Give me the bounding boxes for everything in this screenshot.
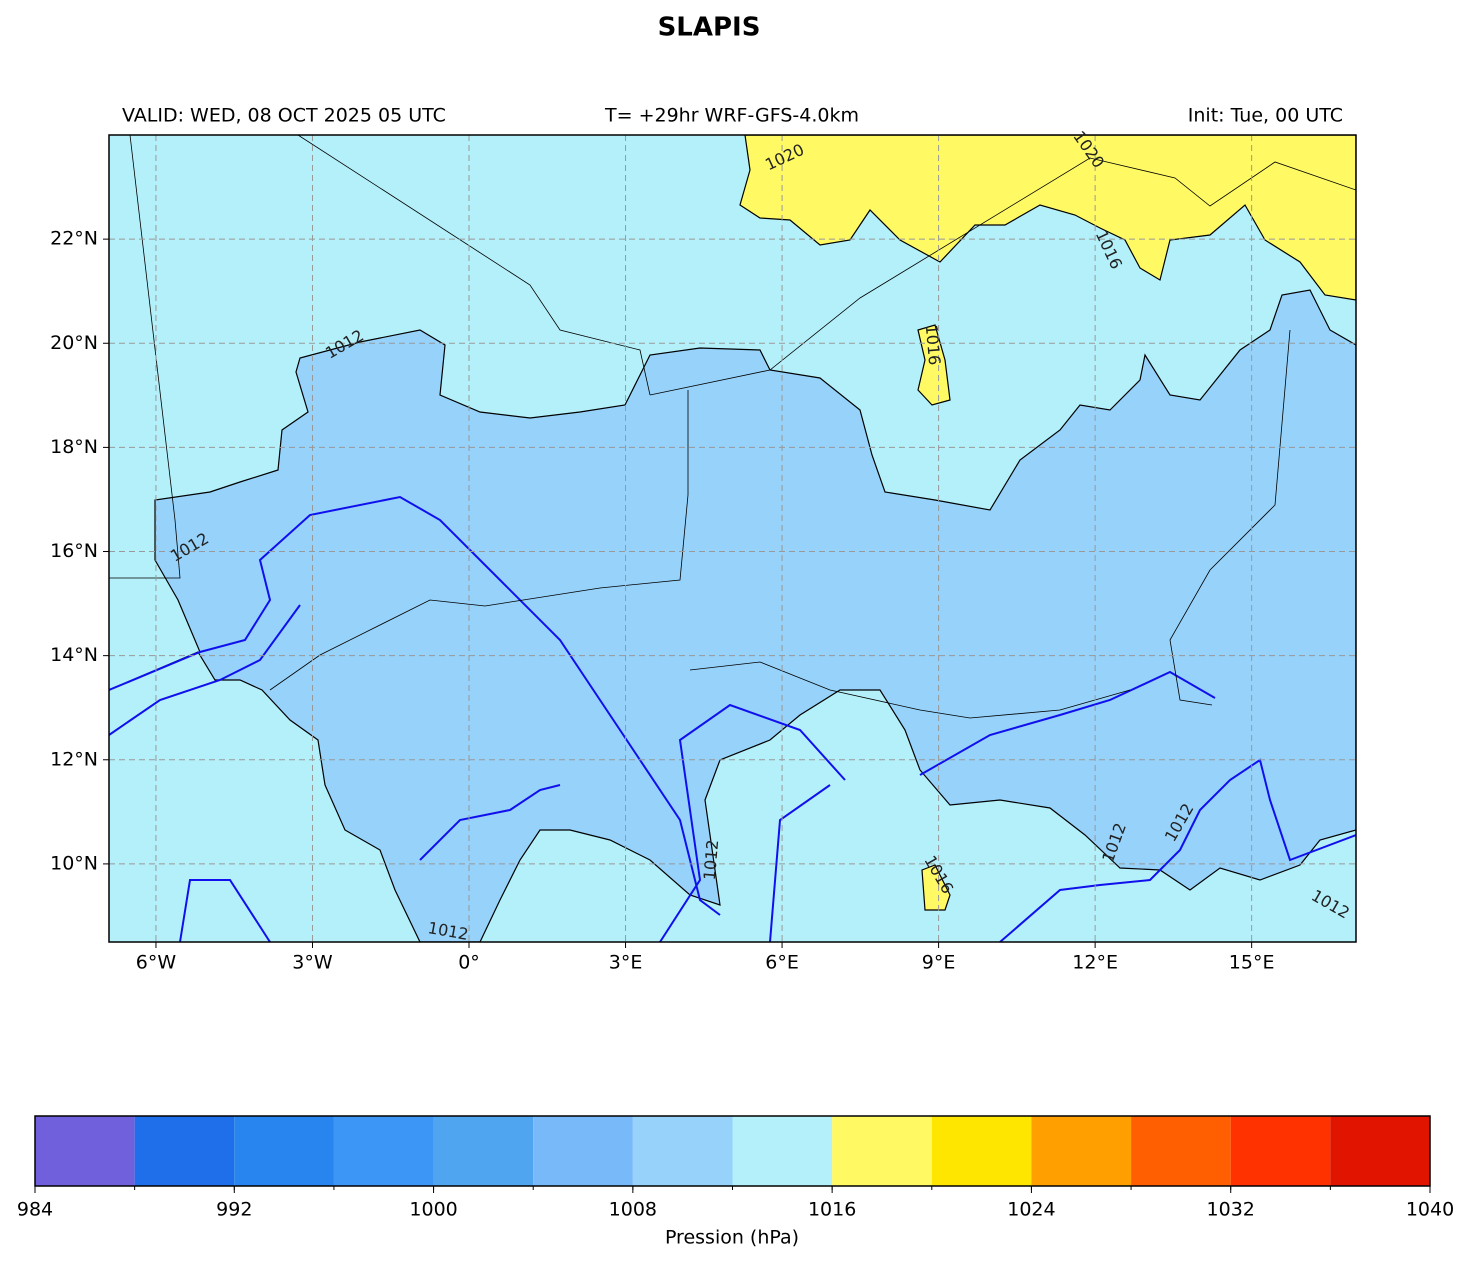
isobars	[109, 495, 1356, 942]
colorbar-bin	[632, 1116, 733, 1186]
contour-label: 1012	[700, 839, 722, 881]
colorbar-bin	[533, 1116, 633, 1186]
lon-tick-label: 0°	[458, 952, 480, 974]
colorbar-bin	[1230, 1116, 1331, 1186]
colorbar-tick-label: 984	[17, 1199, 53, 1221]
colorbar-bin	[931, 1116, 1032, 1186]
valid-time: VALID: WED, 08 OCT 2025 05 UTC	[122, 105, 446, 127]
lon-tick-label: 15°E	[1229, 952, 1275, 974]
colorbar-tick-label: 1032	[1207, 1199, 1255, 1221]
title: SLAPIS	[658, 13, 761, 43]
field-1008-1012	[109, 289, 1356, 942]
colorbar-bin	[732, 1116, 833, 1186]
colorbar-frame	[34, 1115, 1431, 1187]
grid	[109, 135, 1356, 942]
colorbar: 984 992 1000 1008 1016 1024 1032 1040	[17, 1115, 1454, 1221]
colorbar-tick-label: 1000	[409, 1199, 457, 1221]
lon-tick-label: 3°W	[292, 952, 333, 974]
lat-tick-label: 18°N	[50, 436, 98, 458]
colorbar-tick-label: 1024	[1007, 1199, 1055, 1221]
contour-label: 1016	[922, 324, 944, 366]
forecast-info: T= +29hr WRF-GFS-4.0km	[604, 105, 859, 127]
colorbar-tick-label: 1008	[609, 1199, 657, 1221]
colorbar-tick-label: 1016	[808, 1199, 856, 1221]
lon-tick-label: 9°E	[922, 952, 956, 974]
colorbar-tick-label: 1040	[1406, 1199, 1454, 1221]
colorbar-bin	[832, 1116, 932, 1186]
lon-tick-label: 6°E	[765, 952, 799, 974]
field-1016-1020	[921, 864, 951, 911]
map-fields	[109, 135, 1356, 942]
colorbar-bin	[35, 1116, 135, 1186]
field-1016-1020	[917, 324, 951, 406]
colorbar-bin	[333, 1116, 434, 1186]
axis-labels: 6°W 3°W 0° 3°E 6°E 9°E 12°E 15°E 10°N 12°N 14°N 16°…	[50, 127, 1353, 973]
colorbar-bin	[433, 1116, 534, 1186]
lat-tick-label: 16°N	[50, 540, 98, 562]
lat-tick-label: 12°N	[50, 748, 98, 770]
lat-tick-label: 22°N	[50, 228, 98, 250]
lon-tick-label: 6°W	[136, 952, 177, 974]
colorbar-bin	[234, 1116, 334, 1186]
colorbar-bin	[1131, 1116, 1231, 1186]
lon-tick-label: 3°E	[609, 952, 643, 974]
lon-tick-label: 12°E	[1072, 952, 1118, 974]
colorbar-bin	[1330, 1116, 1430, 1186]
map-frame	[108, 134, 1357, 943]
colorbar-tick-label: 992	[216, 1199, 252, 1221]
lat-tick-label: 20°N	[50, 332, 98, 354]
colorbar-bin	[1031, 1116, 1132, 1186]
borders	[109, 135, 1356, 719]
colorbar-label: Pression (hPa)	[665, 1227, 799, 1249]
lat-tick-label: 10°N	[50, 852, 98, 874]
field-1016-1020	[739, 135, 1356, 301]
lat-tick-label: 14°N	[50, 644, 98, 666]
colorbar-bin	[134, 1116, 235, 1186]
init-time: Init: Tue, 00 UTC	[1188, 105, 1343, 127]
